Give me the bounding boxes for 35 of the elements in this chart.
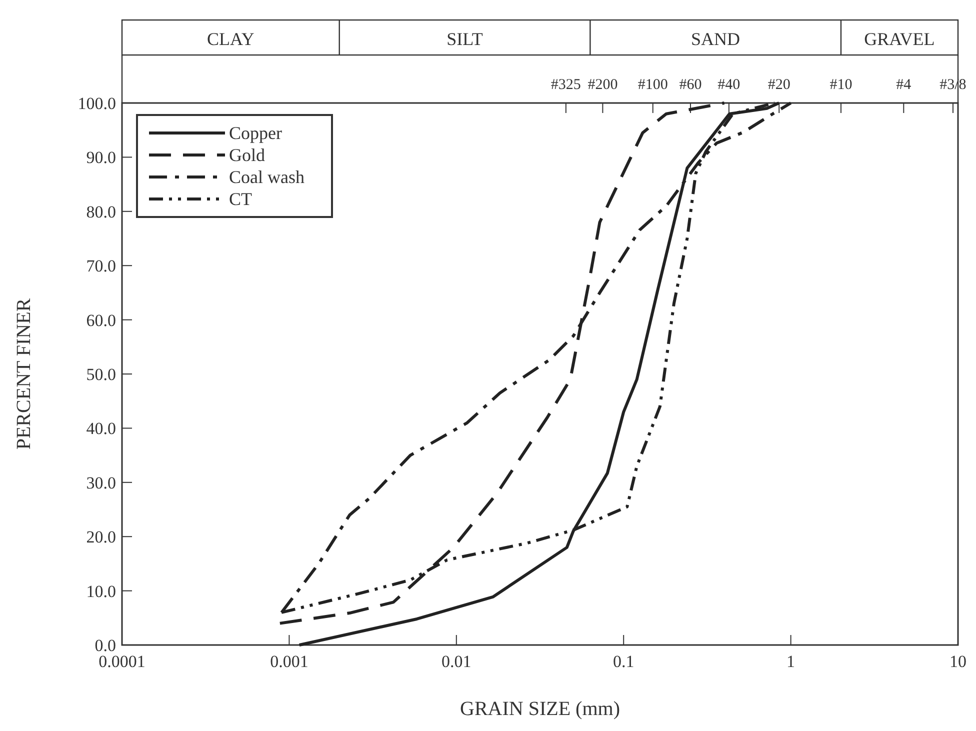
text: #10 (830, 77, 852, 93)
legend-label: CT (229, 189, 252, 209)
x-tick-label: 0.1 (612, 652, 634, 671)
text: SAND (691, 29, 740, 49)
y-tick-label: 80.0 (86, 202, 116, 222)
text: #60 (679, 77, 702, 93)
y-tick-label: 100.0 (78, 94, 116, 113)
x-tick-label: 1 (786, 652, 796, 671)
y-tick-label: 30.0 (86, 473, 116, 492)
text: #325 (550, 77, 581, 93)
legend-label: Copper (229, 123, 282, 143)
x-tick-label: 0.0001 (98, 652, 146, 671)
y-tick-label: 0.0 (94, 636, 116, 655)
y-tick-label: 50.0 (86, 365, 116, 384)
legend-label: Coal wash (229, 167, 304, 187)
x-tick-label: 0.01 (442, 652, 472, 671)
text: GRAVEL (864, 29, 935, 49)
text: #100 (638, 77, 668, 93)
text: SILT (446, 29, 483, 49)
text: #20 (768, 77, 790, 93)
y-tick-label: 40.0 (86, 419, 116, 438)
text: #40 (718, 77, 740, 93)
legend-label: Gold (229, 145, 265, 165)
x-axis-title: GRAIN SIZE (mm) (460, 698, 620, 720)
text: CLAY (207, 29, 254, 49)
y-tick-label: 10.0 (86, 582, 116, 601)
text: #4 (896, 77, 912, 93)
x-tick-label: 10 (950, 652, 966, 671)
x-tick-label: 0.001 (270, 652, 308, 671)
y-tick-label: 90.0 (86, 148, 116, 168)
y-tick-label: 60.0 (86, 310, 116, 330)
y-tick-label: 20.0 (86, 528, 116, 547)
text: #200 (588, 77, 618, 93)
y-tick-label: 70.0 (86, 256, 116, 276)
y-axis-title: PERCENT FINER (13, 298, 35, 450)
